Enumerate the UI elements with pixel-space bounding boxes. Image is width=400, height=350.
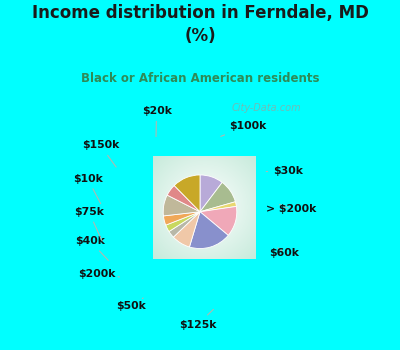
Wedge shape (173, 212, 200, 247)
Wedge shape (169, 212, 200, 237)
Text: $125k: $125k (179, 309, 216, 330)
Wedge shape (164, 212, 200, 225)
Text: $40k: $40k (75, 236, 108, 260)
Wedge shape (174, 175, 200, 212)
Text: $30k: $30k (266, 166, 303, 176)
Text: $20k: $20k (142, 106, 172, 136)
Text: Black or African American residents: Black or African American residents (81, 72, 319, 85)
Text: $60k: $60k (269, 248, 299, 258)
Wedge shape (163, 195, 200, 216)
Wedge shape (200, 202, 236, 212)
Text: $10k: $10k (73, 174, 102, 204)
Text: > $200k: > $200k (266, 204, 316, 214)
Wedge shape (166, 212, 200, 231)
Text: $75k: $75k (74, 207, 104, 241)
Wedge shape (200, 182, 236, 212)
Text: $100k: $100k (221, 121, 266, 136)
Text: $150k: $150k (82, 140, 119, 167)
Text: City-Data.com: City-Data.com (232, 103, 301, 113)
Wedge shape (167, 186, 200, 212)
Wedge shape (190, 212, 228, 248)
Text: $50k: $50k (116, 298, 146, 311)
Wedge shape (200, 206, 237, 235)
Wedge shape (200, 175, 222, 212)
Text: $200k: $200k (78, 270, 120, 279)
Text: Income distribution in Ferndale, MD
(%): Income distribution in Ferndale, MD (%) (32, 4, 368, 44)
